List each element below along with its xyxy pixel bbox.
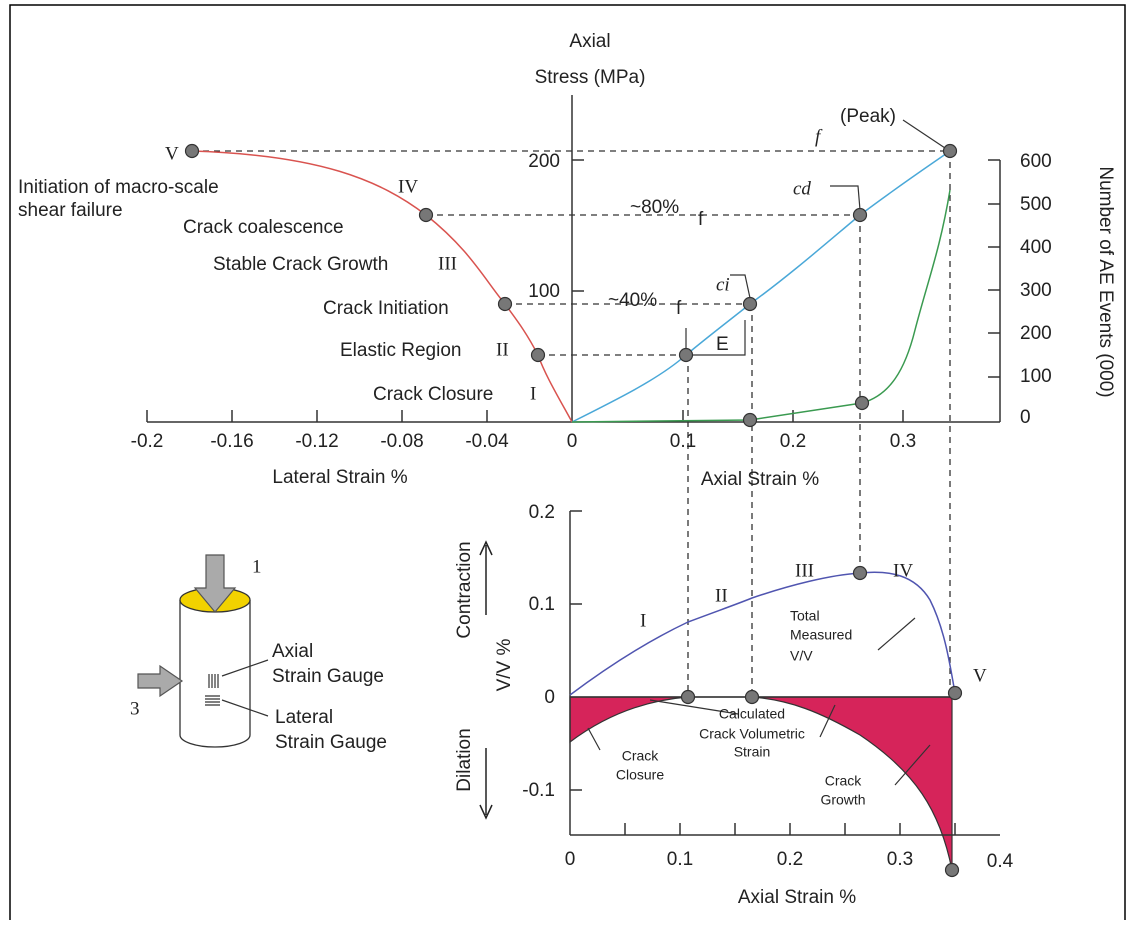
- tick-label: -0.04: [465, 431, 509, 452]
- load-label: 3: [130, 698, 140, 719]
- stage-label: I: [530, 383, 536, 404]
- top-texts: Axial Stress (MPa) Number of AE Events (…: [18, 31, 1116, 490]
- tick-label: -0.16: [210, 431, 253, 452]
- note: Closure: [616, 767, 664, 783]
- load-label: 1: [252, 556, 262, 577]
- volumetric-curve: [569, 571, 956, 696]
- stage-label: Crack coalescence: [183, 217, 344, 238]
- tick-label: 100: [1020, 366, 1052, 387]
- leaders: [479, 540, 931, 820]
- stage-label: Crack Closure: [373, 384, 493, 405]
- tick-label: 0: [565, 849, 576, 870]
- stage-label: Stable Crack Growth: [213, 254, 388, 275]
- axis-title: Number of AE Events (000): [1095, 166, 1116, 397]
- tick-label: -0.08: [380, 431, 423, 452]
- note: Crack: [622, 748, 660, 764]
- axis-title: Axial Strain %: [701, 469, 819, 490]
- note: Crack Volumetric: [699, 726, 805, 742]
- axis-title: Axial Strain %: [738, 887, 856, 908]
- annotation: f: [676, 298, 682, 319]
- note: Growth: [820, 792, 865, 808]
- points: [680, 565, 963, 878]
- gauge-label: Lateral: [275, 707, 333, 728]
- annotation: ~80%: [630, 197, 679, 218]
- stage-label: V: [973, 665, 987, 686]
- tick-label: 0.3: [890, 431, 916, 452]
- stage-label: V: [165, 143, 179, 164]
- frame: [9, 4, 1126, 920]
- tick-label: 0.1: [529, 594, 555, 615]
- note: V/V: [790, 648, 813, 664]
- stage-label: Initiation of macro-scale: [18, 177, 219, 198]
- annotation: E: [716, 334, 729, 355]
- tick-label: 0: [1020, 407, 1031, 428]
- stage-label: III: [795, 560, 814, 581]
- annotation: f: [698, 209, 704, 230]
- stage-label: shear failure: [18, 200, 123, 221]
- note: Calculated: [719, 706, 785, 722]
- tick-label: 100: [528, 281, 560, 302]
- gauge-label: Strain Gauge: [272, 666, 384, 687]
- bottom-axes: [569, 510, 1000, 836]
- stage-label: Crack Initiation: [323, 298, 449, 319]
- tick-label: -0.1: [522, 780, 555, 801]
- stage-label: Elastic Region: [340, 340, 461, 361]
- note: Total: [790, 608, 820, 624]
- gauge-label: Axial: [272, 641, 313, 662]
- dilation-label: Dilation: [454, 728, 475, 791]
- tick-label: 200: [528, 151, 560, 172]
- stage-label: II: [496, 339, 509, 360]
- note: Measured: [790, 627, 852, 643]
- contraction-label: Contraction: [454, 541, 475, 638]
- axis-title: V/V %: [494, 639, 515, 692]
- stage-label: IV: [893, 560, 913, 581]
- axis-title: Stress (MPa): [535, 67, 646, 88]
- axis-title: Axial: [569, 31, 610, 52]
- note: Strain: [734, 744, 771, 760]
- crack-volumetric-area: [569, 696, 953, 871]
- annotation: cd: [793, 178, 811, 199]
- tick-label: 0.2: [780, 431, 806, 452]
- annotation: f: [815, 126, 823, 147]
- guides: [192, 119, 951, 697]
- tick-label: 0.3: [887, 849, 913, 870]
- stage-label: IV: [398, 176, 418, 197]
- tick-label: -0.12: [295, 431, 338, 452]
- gauge-label: Strain Gauge: [275, 732, 387, 753]
- tick-label: 600: [1020, 151, 1052, 172]
- bottom-texts: 0.2 0.1 0 -0.1 0 0.1 0.2 0.3 0.4 Axial S…: [454, 502, 1014, 908]
- annotation: ~40%: [608, 290, 657, 311]
- tick-label: 0.4: [987, 851, 1014, 872]
- stage-label: III: [438, 253, 457, 274]
- tick-label: 0: [544, 687, 555, 708]
- tick-label: 500: [1020, 194, 1052, 215]
- tick-label: 0.2: [529, 502, 555, 523]
- tick-label: 0: [567, 431, 578, 452]
- ae-curve: [571, 189, 951, 423]
- annotation: (Peak): [840, 106, 896, 127]
- tick-label: 200: [1020, 323, 1052, 344]
- stage-label: I: [640, 610, 646, 631]
- tick-label: 0.1: [667, 849, 693, 870]
- points: [184, 143, 958, 428]
- tick-label: 0.2: [777, 849, 803, 870]
- tick-label: 300: [1020, 280, 1052, 301]
- axis-title: Lateral Strain %: [272, 467, 407, 488]
- specimen: 1 3 Axial Strain Gauge Lateral Strain Ga…: [130, 554, 387, 753]
- tick-label: 0.1: [670, 431, 696, 452]
- annotation: ci: [716, 274, 730, 295]
- note: Crack: [825, 773, 863, 789]
- tick-label: -0.2: [131, 431, 164, 452]
- lateral-curve: [191, 150, 573, 423]
- stage-label: II: [715, 585, 728, 606]
- tick-label: 400: [1020, 237, 1052, 258]
